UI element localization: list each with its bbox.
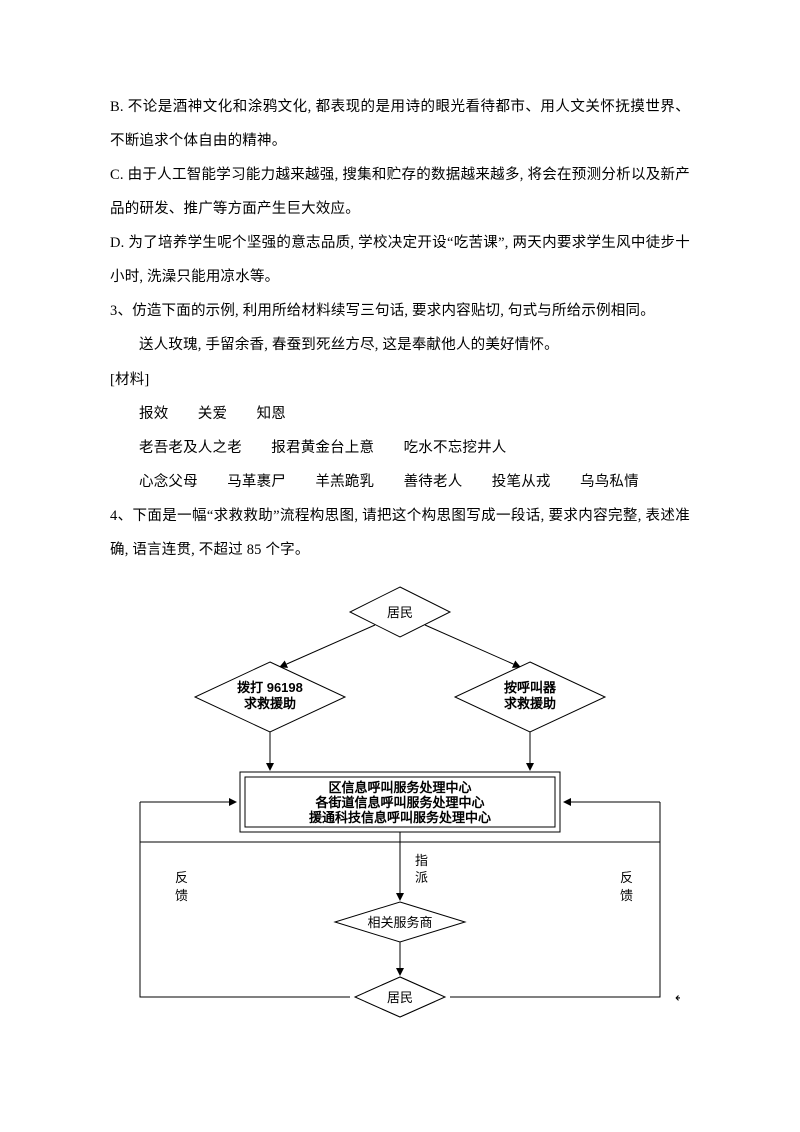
feedback-right-2: 馈 <box>620 888 633 903</box>
q3-material-line-2: 老吾老及人之老 报君黄金台上意 吃水不忘挖井人 <box>110 431 690 465</box>
center-line1: 区信息呼叫服务处理中心 <box>328 780 471 795</box>
q3-example: 送人玫瑰, 手留余香, 春蚕到死丝方尽, 这是奉献他人的美好情怀。 <box>110 328 690 362</box>
corner-mark: ↵ <box>675 990 680 1005</box>
resident-bottom-label2: 居民 <box>387 990 413 1005</box>
edge-top-right <box>425 625 520 667</box>
provider-label: 相关服务商 <box>367 915 432 930</box>
edge-top-left <box>280 625 375 667</box>
press-line2: 求救援助 <box>504 696 556 711</box>
node-press: 按呼叫器 求救援助 <box>455 662 605 732</box>
feedback-left-1: 反 <box>175 870 188 885</box>
q3-material-line-1: 报效 关爱 知恩 <box>110 397 690 431</box>
option-b: B. 不论是酒神文化和涂鸦文化, 都表现的是用诗的眼光看待都市、用人文关怀抚摸世… <box>110 90 690 158</box>
center-line3: 援通科技信息呼叫服务处理中心 <box>309 810 491 825</box>
node-provider: 相关服务商 <box>335 902 465 942</box>
feedback-right-1: 反 <box>620 870 633 885</box>
dispatch-char2: 派 <box>415 870 428 885</box>
resident-top-label: 居民 <box>387 605 413 620</box>
option-d: D. 为了培养学生呢个坚强的意志品质, 学校决定开设“吃苦课”, 两天内要求学生… <box>110 226 690 294</box>
press-line1: 按呼叫器 <box>504 680 557 695</box>
feedback-left-2: 馈 <box>175 888 188 903</box>
q3-material-line-3: 心念父母 马革裹尸 羊羔跪乳 善待老人 投笔从戎 乌鸟私情 <box>110 465 690 499</box>
dial-line1: 拨打 96198 <box>237 680 303 695</box>
option-c: C. 由于人工智能学习能力越来越强, 搜集和贮存的数据越来越多, 将会在预测分析… <box>110 158 690 226</box>
flowchart-svg: 居民 拨打 96198 求救援助 按呼叫器 求救援助 <box>120 582 680 1022</box>
node-dial: 拨打 96198 求救援助 <box>195 662 345 732</box>
flowchart-diagram: 居民 拨打 96198 求救援助 按呼叫器 求救援助 <box>120 582 680 1022</box>
q3-stem: 3、仿造下面的示例, 利用所给材料续写三句话, 要求内容贴切, 句式与所给示例相… <box>110 294 690 328</box>
q4-stem: 4、下面是一幅“求救救助”流程构思图, 请把这个构思图写成一段话, 要求内容完整… <box>110 499 690 567</box>
center-line2: 各街道信息呼叫服务处理中心 <box>314 795 484 810</box>
dial-line2: 求救援助 <box>244 696 296 711</box>
node-center: 区信息呼叫服务处理中心 各街道信息呼叫服务处理中心 援通科技信息呼叫服务处理中心 <box>240 772 560 832</box>
document-page: B. 不论是酒神文化和涂鸦文化, 都表现的是用诗的眼光看待都市、用人文关怀抚摸世… <box>0 0 800 1072</box>
dispatch-char1: 指 <box>415 853 428 868</box>
q3-material-label: [材料] <box>110 363 690 397</box>
